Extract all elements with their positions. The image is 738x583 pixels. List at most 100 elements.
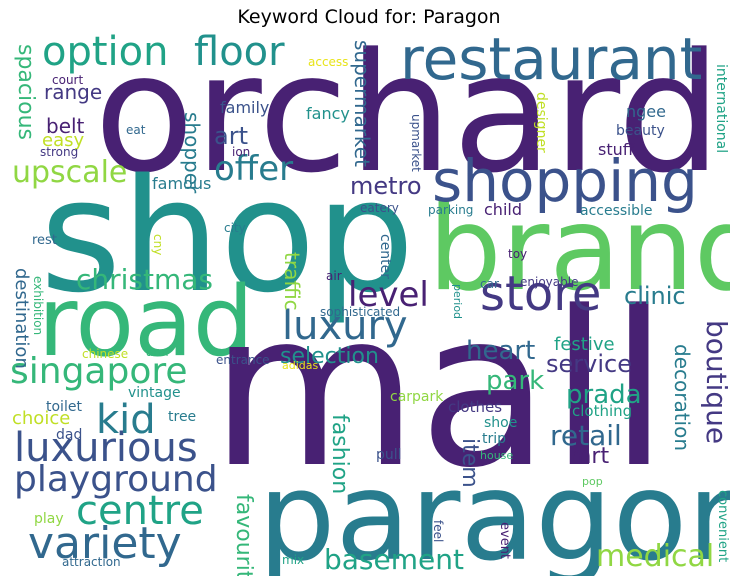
word-upscale: upscale <box>12 155 128 190</box>
word-air: air <box>326 269 342 283</box>
word-accessible: accessible <box>580 203 653 219</box>
word-cny: cny <box>151 234 165 256</box>
word-level: level <box>348 275 429 315</box>
word-option: option <box>42 34 169 75</box>
chart-title: Keyword Cloud for: Paragon <box>237 6 501 28</box>
word-stuff: stuff <box>598 140 634 159</box>
word-prada: prada <box>566 380 642 410</box>
word-toilet: toilet <box>46 399 82 415</box>
word-ngee: ngee <box>626 102 666 121</box>
word-shopping: shopping <box>432 147 698 215</box>
word-paragon: paragon <box>258 446 730 576</box>
word-kid: kid <box>96 397 156 443</box>
word-road: road <box>38 266 254 378</box>
word-house: house <box>480 449 514 462</box>
word-fashion: fashion <box>327 414 352 495</box>
word-cloud: orchard shop brand road mall paragon res… <box>8 34 730 576</box>
word-destination: destination <box>11 268 32 369</box>
word-eat: eat <box>126 123 146 137</box>
word-easy: easy <box>42 130 85 151</box>
word-adidas: adidas <box>282 359 319 372</box>
word-brand: brand <box>428 182 730 317</box>
word-medical: medical <box>596 539 715 574</box>
word-mix: mix <box>282 553 305 567</box>
word-parking: parking <box>428 203 474 217</box>
word-carpark: carpark <box>390 389 444 405</box>
word-clothes: clothes <box>448 398 503 416</box>
word-convenient: convenient <box>715 490 730 563</box>
word-fancy: fancy <box>306 104 350 123</box>
word-favourite: favourite <box>231 494 256 576</box>
word-designer: designer <box>533 92 549 153</box>
word-upmarket: upmarket <box>409 114 423 172</box>
word-play: play <box>34 511 64 527</box>
word-family: family <box>220 98 270 117</box>
word-feel: feel <box>431 520 445 543</box>
word-orchard: orchard <box>94 34 722 209</box>
word-traffic: traffic <box>280 252 304 311</box>
word-restaurant: restaurant <box>400 34 703 93</box>
word-trip: trip <box>482 431 507 447</box>
word-rest: rest <box>32 233 57 248</box>
word-floor: floor <box>194 34 285 75</box>
word-singapore: singapore <box>10 351 188 392</box>
word-basement: basement <box>324 543 464 576</box>
word-choice: choice <box>12 408 71 429</box>
word-beauty: beauty <box>616 123 665 139</box>
word-city: city <box>224 221 246 235</box>
word-attraction: attraction <box>62 555 121 569</box>
word-selection: selection <box>280 344 379 369</box>
word-tree: tree <box>168 409 197 425</box>
word-access: access <box>308 55 349 69</box>
word-exhibition: exhibition <box>31 276 45 336</box>
word-clothing: clothing <box>572 402 633 420</box>
word-shoe: shoe <box>484 415 518 431</box>
word-pop: pop <box>582 475 603 488</box>
word-strong: strong <box>40 145 79 159</box>
word-ann: ann <box>146 345 169 359</box>
word-mall: mall <box>210 266 669 515</box>
word-range: range <box>44 80 103 104</box>
word-famous: famous <box>152 174 212 193</box>
word-ion: ion <box>232 145 251 159</box>
word-pull: pull <box>376 447 402 463</box>
word-dad: dad <box>56 427 83 443</box>
word-clinic: clinic <box>624 282 686 310</box>
word-toy: toy <box>508 247 528 261</box>
word-international: international <box>713 64 729 154</box>
word-variety: variety <box>28 518 182 569</box>
word-store: store <box>480 266 602 322</box>
word-service: service <box>546 350 632 378</box>
word-supermarket: supermarket <box>350 40 374 167</box>
word-enjoyable: enjoyable <box>520 275 579 289</box>
word-shopper: shopper <box>180 112 204 194</box>
word-christmas: christmas <box>76 263 214 296</box>
word-metro: metro <box>350 172 422 200</box>
word-spacious: spacious <box>13 44 38 140</box>
word-chinese: chinese <box>82 347 129 361</box>
word-park: park <box>486 366 545 396</box>
word-decoration: decoration <box>670 344 694 452</box>
word-centre: centre <box>76 488 204 534</box>
word-car: car <box>480 277 499 291</box>
word-court: court <box>52 73 84 87</box>
word-shop: shop <box>40 145 415 327</box>
word-item: item <box>457 438 482 488</box>
word-vintage: vintage <box>128 385 181 401</box>
word-luxury: luxury <box>282 303 408 349</box>
word-retail: retail <box>550 419 622 452</box>
word-mrt: mrt <box>570 444 610 469</box>
word-offer: offer <box>214 149 294 189</box>
word-period: period <box>451 284 464 320</box>
word-child: child <box>484 200 522 219</box>
word-boutique: boutique <box>700 320 730 445</box>
word-luxurious: luxurious <box>14 425 198 471</box>
word-center: center <box>377 234 393 280</box>
word-eatery: eatery <box>360 201 399 215</box>
word-sophisticated: sophisticated <box>320 305 401 319</box>
word-heart: heart <box>466 336 536 366</box>
word-festive: festive <box>554 334 615 355</box>
word-art: art <box>214 122 248 150</box>
word-event: event <box>497 522 512 560</box>
word-belt: belt <box>46 114 85 138</box>
